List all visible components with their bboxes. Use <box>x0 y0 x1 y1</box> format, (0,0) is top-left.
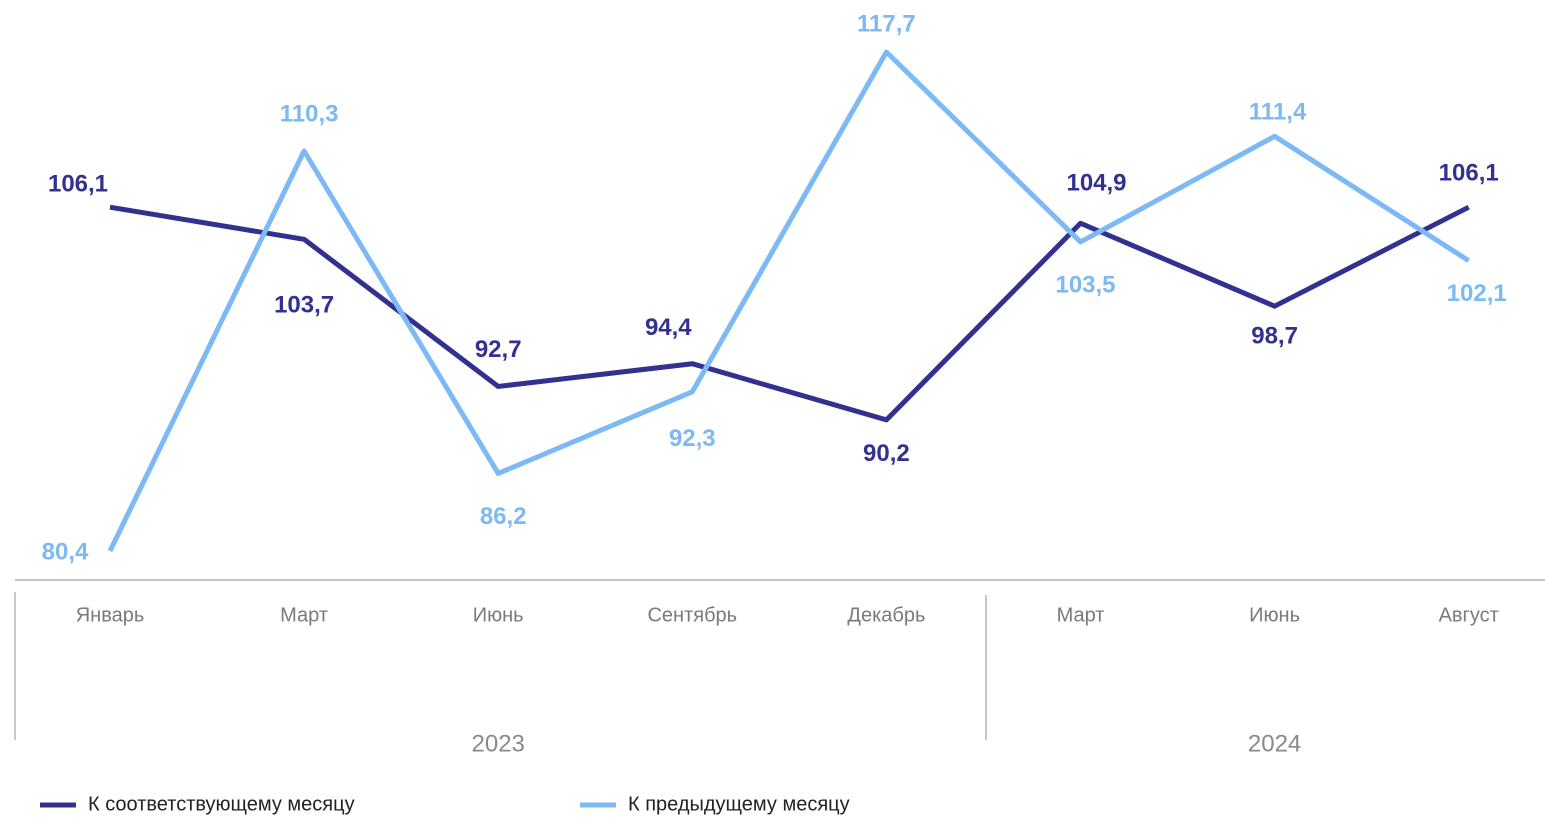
data-label: 94,4 <box>645 314 692 341</box>
x-tick-label: Сентябрь <box>647 604 737 626</box>
data-label: 104,9 <box>1066 170 1126 197</box>
group-label: 2024 <box>1248 730 1301 757</box>
line-series <box>109 204 1470 423</box>
data-label: 80,4 <box>42 538 89 565</box>
group-label: 2023 <box>472 730 525 757</box>
x-tick-label: Декабрь <box>847 604 925 626</box>
data-label: 111,4 <box>1249 99 1307 126</box>
x-tick-label: Июнь <box>473 604 524 626</box>
data-label: 110,3 <box>280 100 339 127</box>
x-tick-label: Март <box>280 604 328 626</box>
data-label: 98,7 <box>1251 323 1298 350</box>
legend-label: К соответствующему месяцу <box>88 793 355 815</box>
x-tick-label: Июнь <box>1249 604 1300 626</box>
x-tick-label: Январь <box>76 604 145 626</box>
data-label: 90,2 <box>863 440 910 467</box>
data-label: 103,7 <box>274 292 334 319</box>
x-tick-label: Март <box>1057 604 1105 626</box>
x-tick-label: Август <box>1439 604 1499 626</box>
data-label: 102,1 <box>1447 280 1507 307</box>
data-label: 92,3 <box>669 425 716 452</box>
line-series <box>107 49 1471 553</box>
data-label: 106,1 <box>1439 160 1499 187</box>
legend-label: К предыдущему месяцу <box>628 793 850 815</box>
data-label: 117,7 <box>857 10 916 37</box>
data-label: 86,2 <box>480 503 527 530</box>
data-label: 92,7 <box>475 336 522 363</box>
data-label: 103,5 <box>1055 271 1115 298</box>
data-label: 106,1 <box>48 171 108 198</box>
